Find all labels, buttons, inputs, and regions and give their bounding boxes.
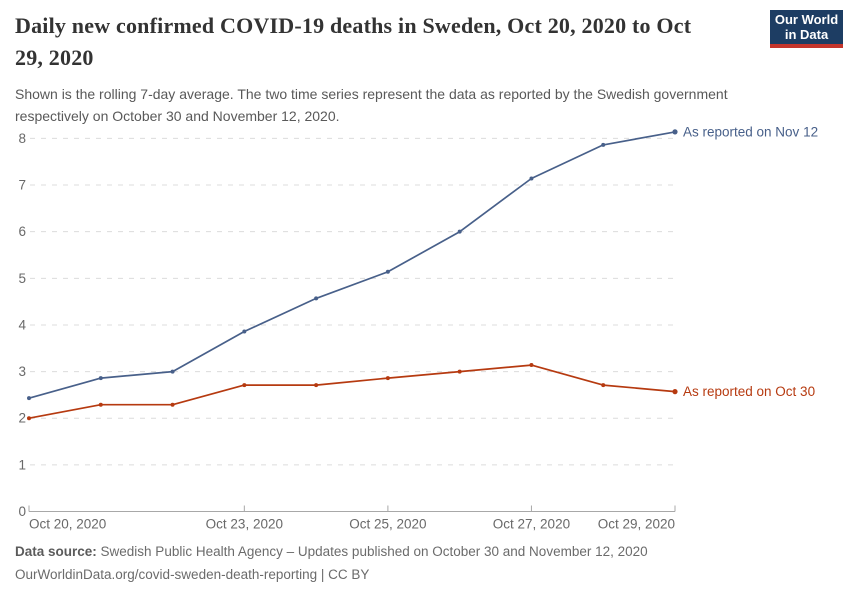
data-point[interactable] <box>601 142 606 147</box>
data-point[interactable] <box>98 402 103 407</box>
series-label-as-reported-on-nov-12: As reported on Nov 12 <box>683 124 818 139</box>
data-point[interactable] <box>242 329 247 334</box>
page-header: Daily new confirmed COVID-19 deaths in S… <box>15 10 835 127</box>
y-axis-label: 7 <box>18 178 26 193</box>
data-point[interactable] <box>170 369 175 374</box>
data-point[interactable] <box>529 176 534 181</box>
owid-logo[interactable]: Our World in Data <box>770 10 843 48</box>
owid-logo-line2: in Data <box>784 27 829 42</box>
chart-footer: Data source: Swedish Public Health Agenc… <box>15 541 835 585</box>
data-point[interactable] <box>385 269 390 274</box>
series-line-as-reported-on-nov-12[interactable] <box>28 131 676 400</box>
x-axis-label: Oct 20, 2020 <box>29 517 106 532</box>
chart-subtitle: Shown is the rolling 7-day average. The … <box>15 86 728 124</box>
y-axis-label: 4 <box>18 317 26 332</box>
data-point[interactable] <box>457 369 462 374</box>
license-line: OurWorldinData.org/covid-sweden-death-re… <box>15 567 370 582</box>
data-point[interactable] <box>672 129 678 135</box>
data-point[interactable] <box>27 396 31 401</box>
y-axis-label: 1 <box>18 457 26 472</box>
data-point[interactable] <box>98 376 103 381</box>
y-axis-label: 2 <box>18 411 26 426</box>
chart-title: Daily new confirmed COVID-19 deaths in S… <box>15 13 692 70</box>
data-point[interactable] <box>457 229 462 234</box>
x-axis-label: Oct 29, 2020 <box>598 517 675 532</box>
data-point[interactable] <box>27 416 31 421</box>
series-line-as-reported-on-oct-30[interactable] <box>28 364 676 420</box>
data-point[interactable] <box>314 383 319 388</box>
y-axis-label: 0 <box>18 504 26 519</box>
data-point[interactable] <box>170 402 175 407</box>
data-point[interactable] <box>385 376 390 381</box>
x-axis-label: Oct 23, 2020 <box>206 517 283 532</box>
x-axis-label: Oct 25, 2020 <box>349 517 426 532</box>
data-point[interactable] <box>672 389 678 395</box>
series-label-as-reported-on-oct-30: As reported on Oct 30 <box>683 384 815 399</box>
data-source-label: Data source: <box>15 544 97 559</box>
data-source-line: Data source: Swedish Public Health Agenc… <box>15 541 835 562</box>
y-axis-label: 8 <box>18 131 26 146</box>
data-point[interactable] <box>529 363 534 368</box>
owid-logo-line1: Our World <box>774 12 839 27</box>
y-axis-label: 6 <box>18 224 26 239</box>
x-axis-label: Oct 27, 2020 <box>493 517 570 532</box>
data-point[interactable] <box>601 383 606 388</box>
data-source-text: Swedish Public Health Agency – Updates p… <box>96 544 648 559</box>
y-axis-label: 3 <box>18 364 26 379</box>
data-point[interactable] <box>242 383 247 388</box>
data-point[interactable] <box>314 296 319 301</box>
y-axis-label: 5 <box>18 271 26 286</box>
